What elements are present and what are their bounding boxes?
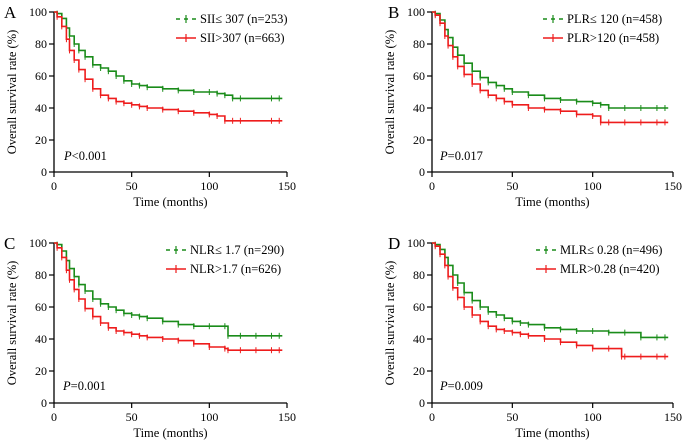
y-tick-label: 100 <box>407 5 425 19</box>
survival-curve-high <box>54 11 283 122</box>
x-tick-label: 50 <box>506 410 518 424</box>
p-value-prefix: P <box>63 149 72 163</box>
y-tick-label: 60 <box>35 69 47 83</box>
legend-label: PLR>120 (n=458) <box>567 31 659 45</box>
x-tick-label: 150 <box>278 410 296 424</box>
x-tick-label: 150 <box>664 410 682 424</box>
chart-panel-b: B 0 20 40 60 80 100 0 50 100 150 Time (months) Overa… <box>383 3 682 209</box>
y-tick-label: 40 <box>35 332 47 346</box>
survival-curve-high <box>432 11 669 124</box>
y-axis-title: Overall survival rate (%) <box>383 30 397 155</box>
x-axis-title: Time (months) <box>133 195 207 209</box>
p-value-label: P=0.017 <box>439 149 483 163</box>
legend-label: NLR>1.7 (n=626) <box>190 262 281 276</box>
x-axis-title: Time (months) <box>133 426 207 440</box>
legend-label: SII>307 (n=663) <box>200 31 285 45</box>
y-tick-label: 40 <box>413 101 425 115</box>
legend-label: NLR≤ 1.7 (n=290) <box>190 243 284 257</box>
y-tick-label: 100 <box>407 236 425 250</box>
x-tick-label: 100 <box>584 179 602 193</box>
p-value-text: =0.009 <box>448 379 483 393</box>
x-tick-label: 100 <box>584 410 602 424</box>
x-tick-label: 150 <box>664 179 682 193</box>
panel-letter: B <box>388 3 399 22</box>
y-tick-label: 20 <box>413 133 425 147</box>
legend-label: PLR≤ 120 (n=458) <box>567 12 662 26</box>
y-tick-label: 40 <box>35 101 47 115</box>
chart-panel-d: D 0 20 40 60 80 100 0 50 100 150 Time (months) Overa… <box>383 234 682 440</box>
p-value-label: P=0.009 <box>439 379 483 393</box>
x-tick-label: 0 <box>429 410 435 424</box>
panel-letter: A <box>4 3 17 22</box>
y-tick-label: 0 <box>419 396 425 410</box>
x-tick-label: 100 <box>200 410 218 424</box>
chart-panel-c: C 0 20 40 60 80 100 0 50 100 150 Time (months) Overa… <box>4 234 296 440</box>
p-value-text: <0.001 <box>72 149 107 163</box>
x-tick-label: 150 <box>278 179 296 193</box>
y-tick-label: 20 <box>35 133 47 147</box>
chart-panel-a: A 0 20 40 60 80 100 0 50 100 150 Time (months) Overa… <box>4 3 296 209</box>
x-tick-label: 0 <box>51 179 57 193</box>
p-value-text: =0.017 <box>448 149 483 163</box>
y-axis-title: Overall survival rate (%) <box>5 261 19 386</box>
y-axis-title: Overall survival rate (%) <box>5 30 19 155</box>
p-value-label: P=0.001 <box>62 379 106 393</box>
y-tick-label: 0 <box>41 396 47 410</box>
p-value-text: =0.001 <box>71 379 106 393</box>
p-value-prefix: P <box>62 379 71 393</box>
y-tick-label: 40 <box>413 332 425 346</box>
y-tick-label: 0 <box>41 165 47 179</box>
survival-curve-low <box>432 11 669 109</box>
x-tick-label: 0 <box>429 179 435 193</box>
panel-letter: D <box>388 234 400 253</box>
y-tick-label: 20 <box>413 364 425 378</box>
x-tick-label: 50 <box>506 179 518 193</box>
x-tick-label: 0 <box>51 410 57 424</box>
y-tick-label: 80 <box>35 37 47 51</box>
y-tick-label: 100 <box>29 236 47 250</box>
y-axis-title: Overall survival rate (%) <box>383 261 397 386</box>
p-value-prefix: P <box>439 379 448 393</box>
y-tick-label: 60 <box>413 69 425 83</box>
p-value-prefix: P <box>439 149 448 163</box>
y-tick-label: 80 <box>35 268 47 282</box>
y-tick-label: 100 <box>29 5 47 19</box>
p-value-label: P<0.001 <box>63 149 107 163</box>
x-tick-label: 50 <box>126 179 138 193</box>
x-axis-title: Time (months) <box>515 195 589 209</box>
y-tick-label: 20 <box>35 364 47 378</box>
survival-curve-low <box>432 242 669 339</box>
survival-curve-high <box>54 242 283 351</box>
legend-label: MLR≤ 0.28 (n=496) <box>560 243 662 257</box>
x-tick-label: 100 <box>200 179 218 193</box>
y-tick-label: 60 <box>35 300 47 314</box>
survival-curve-high <box>432 242 669 358</box>
y-tick-label: 80 <box>413 268 425 282</box>
survival-curve-low <box>54 242 283 337</box>
x-axis-title: Time (months) <box>515 426 589 440</box>
panel-letter: C <box>4 234 15 253</box>
legend-label: SII≤ 307 (n=253) <box>200 12 288 26</box>
y-tick-label: 60 <box>413 300 425 314</box>
y-tick-label: 80 <box>413 37 425 51</box>
x-tick-label: 50 <box>126 410 138 424</box>
legend-label: MLR>0.28 (n=420) <box>560 262 660 276</box>
y-tick-label: 0 <box>419 165 425 179</box>
